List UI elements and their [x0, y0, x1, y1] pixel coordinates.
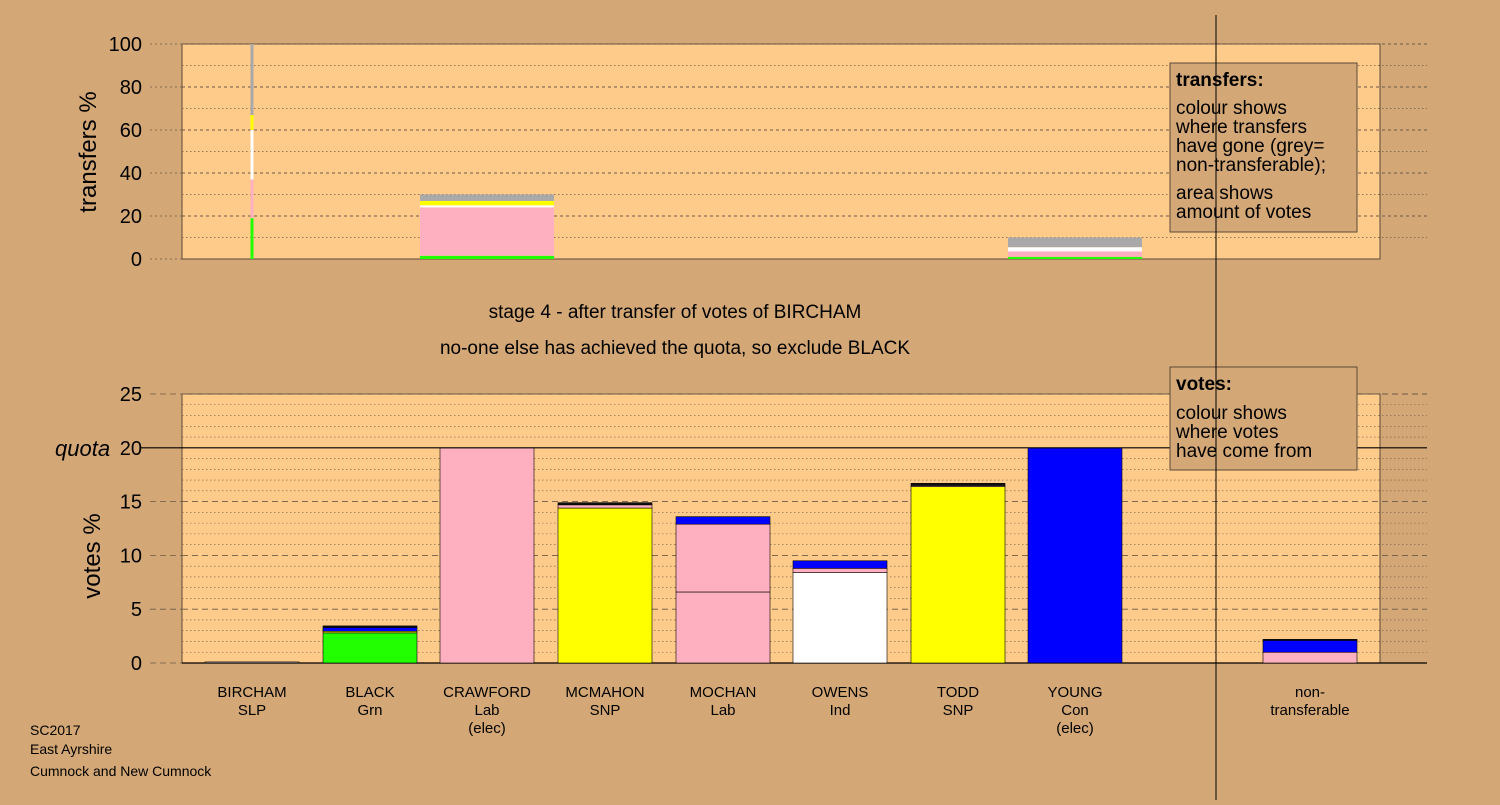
candidate-label: (elec): [1056, 720, 1094, 737]
vote-segment: [322, 625, 418, 628]
vote-segment: [204, 661, 300, 664]
y-tick-label: 0: [131, 249, 142, 271]
vote-segment: [322, 627, 418, 632]
candidate-label: TODD: [937, 684, 979, 701]
transfers-y-ticks: 0 20 40 60 80 100: [109, 34, 182, 271]
votes-bars: [204, 447, 1358, 664]
candidate-label: transferable: [1270, 702, 1349, 719]
transfers-legend-line: non-transferable);: [1176, 155, 1326, 176]
votes-legend: votes: colour shows where votes have com…: [1169, 366, 1358, 471]
vote-segment: [910, 483, 1006, 486]
transfer-segment-grn: [420, 255, 554, 259]
candidate-label: SNP: [943, 702, 974, 719]
candidate-label: CRAWFORD: [443, 684, 531, 701]
vote-segment: [675, 516, 771, 525]
transfers-legend: transfers: colour shows where transfers …: [1169, 62, 1358, 233]
vote-segment: [675, 523, 771, 593]
transfers-legend-line: have gone (grey=: [1176, 136, 1324, 157]
transfer-segment-ind: [250, 130, 254, 180]
vote-segment: [910, 486, 1006, 664]
transfers-legend-line: where transfers: [1175, 117, 1307, 138]
candidate-label: MCMAHON: [565, 684, 644, 701]
footer-line: Cumnock and New Cumnock: [30, 763, 212, 779]
y-tick-label: 100: [109, 34, 142, 56]
candidate-label: Lab: [474, 702, 499, 719]
y-tick-label: 80: [120, 77, 142, 99]
vote-segment: [322, 632, 418, 664]
vote-segment: [1262, 651, 1358, 664]
transfers-legend-box: [1169, 62, 1358, 233]
y-tick-label: 20: [120, 438, 142, 460]
candidate-label: non-: [1295, 684, 1325, 701]
y-tick-label: 40: [120, 163, 142, 185]
votes-legend-title: votes:: [1176, 374, 1232, 395]
y-tick-label: 15: [120, 492, 142, 514]
transfers-bars: [250, 44, 1142, 259]
candidate-label: Grn: [357, 702, 382, 719]
votes-legend-line: where votes: [1175, 422, 1278, 443]
vote-segment: [792, 560, 888, 569]
footer-line: East Ayrshire: [30, 741, 112, 757]
vote-segment: [1262, 640, 1358, 653]
candidate-label: MOCHAN: [690, 684, 757, 701]
candidate-labels: BIRCHAMSLPBLACKGrnCRAWFORDLab(elec)MCMAH…: [217, 684, 1349, 737]
candidate-label: Con: [1061, 702, 1089, 719]
transfer-segment-nontransferable: [250, 44, 254, 115]
votes-y-ticks: 0 5 10 15 20 25: [120, 384, 182, 675]
transfers-legend-line: colour shows: [1176, 98, 1287, 119]
transfers-legend-title: transfers:: [1176, 70, 1264, 91]
votes-legend-line: colour shows: [1176, 403, 1287, 424]
candidate-label: BIRCHAM: [217, 684, 286, 701]
footer-line: SC2017: [30, 722, 81, 738]
transfer-segment-nontransferable: [420, 194, 554, 201]
stage-title: stage 4 - after transfer of votes of BIR…: [489, 302, 862, 323]
candidate-label: (elec): [468, 720, 506, 737]
transfer-segment-grn: [250, 218, 254, 259]
y-tick-label: 10: [120, 545, 142, 567]
y-tick-label: 0: [131, 653, 142, 675]
votes-legend-line: have come from: [1176, 441, 1312, 462]
transfers-y-axis-label: transfers %: [75, 91, 102, 212]
transfer-segment-lab: [420, 207, 554, 256]
vote-segment: [557, 507, 653, 664]
candidate-label: YOUNG: [1047, 684, 1102, 701]
candidate-label: BLACK: [345, 684, 394, 701]
candidate-label: SLP: [238, 702, 266, 719]
vote-segment: [675, 591, 771, 664]
y-tick-label: 20: [120, 206, 142, 228]
transfer-segment-lab: [250, 179, 254, 219]
transfer-segment-snp: [420, 200, 554, 206]
vote-segment: [439, 447, 535, 664]
transfer-segment-nontransferable: [1008, 237, 1142, 248]
vote-segment: [1262, 639, 1358, 641]
stage-subtitle: no-one else has achieved the quota, so e…: [440, 338, 910, 359]
transfer-segment-grn: [1008, 256, 1142, 259]
transfer-segment-ind: [420, 205, 554, 208]
y-tick-label: 25: [120, 384, 142, 406]
candidate-label: Ind: [830, 702, 851, 719]
candidate-label: OWENS: [812, 684, 869, 701]
votes-legend-box: [1169, 366, 1358, 471]
vote-segment: [1027, 447, 1123, 664]
transfers-legend-line: amount of votes: [1176, 202, 1311, 223]
vote-segment: [557, 502, 653, 506]
candidate-label: Lab: [710, 702, 735, 719]
candidate-label: SNP: [590, 702, 621, 719]
quota-label: quota: [55, 436, 110, 461]
transfer-segment-lab: [1008, 251, 1142, 257]
transfer-segment-snp: [250, 114, 254, 130]
vote-segment: [792, 568, 888, 573]
votes-y-axis-label: votes %: [79, 513, 106, 598]
y-tick-label: 5: [131, 599, 142, 621]
transfer-segment-ind: [1008, 247, 1142, 252]
vote-segment: [792, 572, 888, 664]
y-tick-label: 60: [120, 120, 142, 142]
vote-segment: [557, 504, 653, 509]
transfers-legend-line: area shows: [1176, 183, 1273, 204]
